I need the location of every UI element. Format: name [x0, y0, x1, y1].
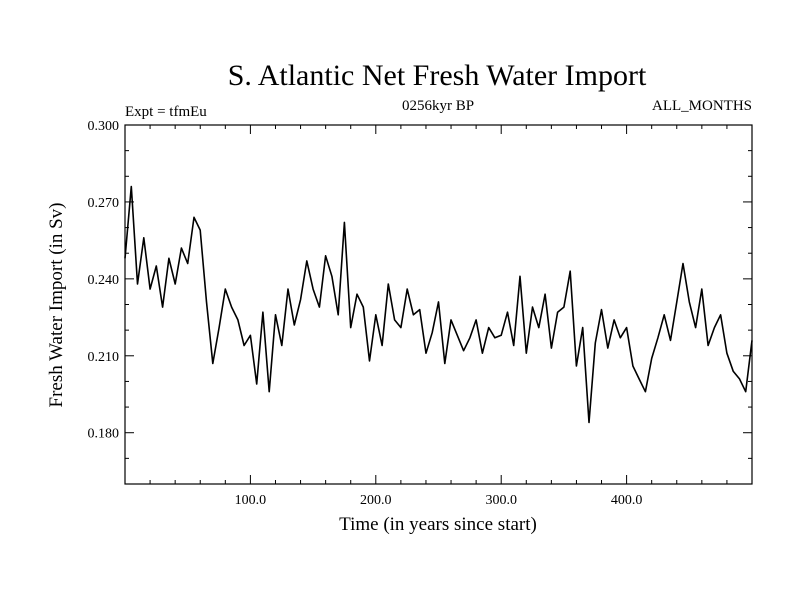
- x-tick-label: 400.0: [611, 493, 643, 508]
- y-axis-label: Fresh Water Import (in Sv): [46, 203, 67, 408]
- y-tick-label: 0.210: [88, 350, 120, 365]
- months-label: ALL_MONTHS: [652, 98, 752, 114]
- y-tick-label: 0.240: [88, 273, 120, 288]
- y-tick-label: 0.270: [88, 196, 120, 211]
- x-tick-label: 200.0: [360, 493, 392, 508]
- plot-frame: [124, 124, 753, 485]
- y-tick-label: 0.300: [88, 119, 120, 134]
- x-axis-label: Time (in years since start): [339, 514, 537, 535]
- y-tick-label: 0.180: [88, 427, 120, 442]
- series-line: [124, 185, 753, 424]
- period-label: 0256kyr BP: [402, 98, 474, 114]
- chart-title: S. Atlantic Net Fresh Water Import: [228, 59, 647, 92]
- plot-area: 100.0 200.0 300.0 400.0 0.180 0.210 0.240 0.270…: [88, 119, 753, 508]
- x-tick-label: 300.0: [485, 493, 517, 508]
- experiment-label: Expt = tfmEu: [125, 104, 207, 120]
- x-tick-label: 100.0: [235, 493, 267, 508]
